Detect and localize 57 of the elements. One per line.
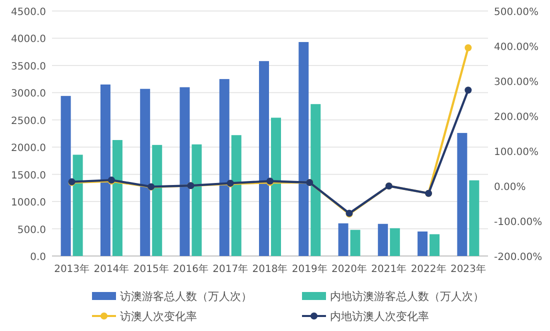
bar — [180, 87, 190, 256]
legend-label: 访澳游客总人数（万人次） — [120, 290, 252, 303]
legend-label: 内地访澳人次变化率 — [330, 310, 429, 323]
y2-tick-label: -200.00% — [494, 252, 542, 263]
bar — [378, 224, 388, 256]
x-tick-label: 2020年 — [332, 263, 367, 275]
legend-label: 内地访澳游客总人数（万人次） — [330, 290, 484, 303]
y2-tick-label: 0.00% — [494, 182, 526, 193]
x-tick-label: 2016年 — [173, 263, 208, 275]
x-tick-label: 2022年 — [410, 263, 446, 275]
x-tick-label: 2013年 — [54, 263, 90, 275]
bar — [271, 118, 281, 256]
x-tick-label: 2015年 — [133, 263, 169, 275]
y-tick-label: 2000.0 — [11, 143, 46, 154]
bar — [60, 96, 71, 256]
bar — [310, 104, 321, 256]
y-tick-label: 4000.0 — [11, 34, 46, 46]
y2-tick-label: 400.00% — [494, 42, 538, 53]
bar — [350, 230, 360, 256]
bar — [418, 232, 428, 256]
bar — [192, 144, 202, 256]
bar — [100, 84, 110, 256]
x-tick-label: 2023年 — [450, 263, 486, 275]
bar — [298, 42, 309, 256]
y2-tick-label: 200.00% — [494, 112, 538, 123]
x-tick-label: 2014年 — [94, 263, 130, 275]
x-tick-label: 2017年 — [212, 263, 248, 275]
bar — [219, 79, 230, 256]
y2-tick-label: 100.00% — [494, 147, 538, 158]
bar — [231, 135, 242, 256]
y-tick-label: 3000.0 — [11, 88, 46, 100]
y-tick-label: 1500.0 — [11, 170, 46, 182]
bar — [259, 61, 269, 256]
y-tick-label: 1000.0 — [11, 198, 46, 209]
x-tick-label: 2018年 — [252, 263, 288, 275]
bar — [72, 154, 83, 256]
bar — [338, 223, 348, 256]
bar — [390, 228, 400, 256]
legend-label: 访澳人次变化率 — [120, 310, 197, 323]
y-tick-label: 500.0 — [17, 224, 46, 236]
x-tick-label: 2021年 — [371, 263, 407, 275]
y2-tick-label: -100.00% — [494, 217, 542, 228]
point — [464, 44, 472, 52]
bar — [140, 88, 150, 256]
y-tick-label: 3500.0 — [11, 61, 46, 72]
bar — [112, 140, 122, 256]
y2-tick-label: 300.00% — [494, 77, 538, 88]
bar — [430, 234, 440, 256]
y-tick-label: 4500.0 — [11, 7, 46, 18]
bar — [457, 132, 468, 256]
y-tick-label: 2500.0 — [11, 116, 46, 127]
bar — [469, 180, 480, 256]
bar — [152, 144, 162, 256]
x-tick-label: 2019年 — [292, 263, 328, 275]
point — [464, 86, 472, 94]
y-tick-label: 0.0 — [30, 252, 46, 263]
y2-tick-label: 500.00% — [494, 7, 538, 18]
